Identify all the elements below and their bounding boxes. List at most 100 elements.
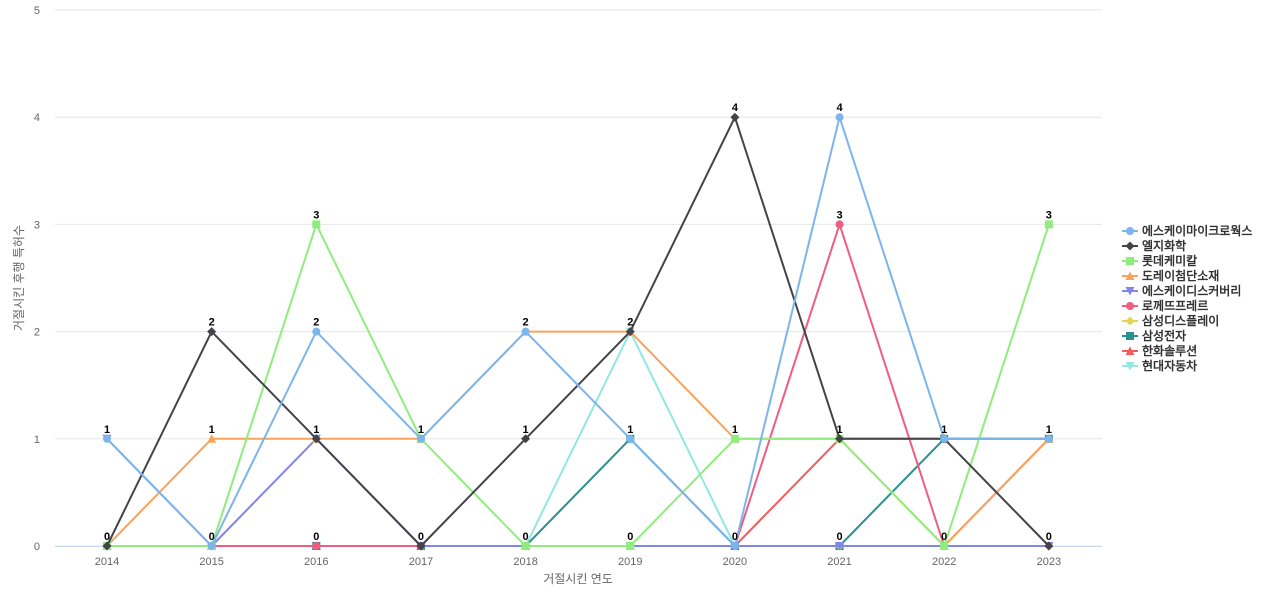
data-label: 1: [836, 424, 842, 436]
data-label: 3: [836, 209, 842, 221]
legend-label: 에스케이디스커버리: [1142, 283, 1241, 298]
data-label: 2: [209, 317, 215, 329]
x-tick-label: 2023: [1037, 556, 1061, 568]
data-point: [521, 327, 530, 336]
grid-layer: [55, 9, 1102, 547]
data-label: 1: [732, 424, 738, 436]
legend-label: 현대자동차: [1142, 358, 1197, 373]
legend-label: 한화솔루션: [1142, 343, 1197, 358]
x-tick-label: 2020: [723, 556, 747, 568]
data-point: [521, 434, 531, 444]
legend-marker: [1126, 257, 1134, 265]
series-layer: [102, 112, 1054, 551]
y-tick-label: 1: [34, 434, 40, 446]
x-tick-label: 2016: [304, 556, 328, 568]
legend: 에스케이마이크로웍스엘지화학롯데케미칼도레이첨단소재에스케이디스커버리로께뜨프레…: [1122, 223, 1252, 373]
legend-item[interactable]: 현대자동차: [1122, 358, 1197, 373]
series-7: [103, 434, 1053, 550]
data-label: 0: [313, 531, 319, 543]
data-label: 0: [941, 531, 947, 543]
data-label: 1: [418, 424, 424, 436]
legend-marker: [1126, 302, 1134, 310]
data-point: [1044, 220, 1053, 229]
x-tick-label: 2017: [409, 556, 433, 568]
data-point: [835, 434, 845, 444]
data-point: [312, 220, 321, 229]
data-label: 1: [1046, 424, 1052, 436]
y-tick-label: 5: [34, 5, 40, 17]
data-point: [312, 542, 321, 550]
data-point: [940, 434, 949, 443]
data-point: [626, 542, 635, 550]
data-point: [207, 542, 216, 550]
legend-item[interactable]: 도레이첨단소재: [1122, 268, 1219, 283]
x-tick-label: 2021: [827, 556, 851, 568]
data-label: 3: [313, 209, 319, 221]
legend-item[interactable]: 삼성전자: [1122, 328, 1186, 343]
data-label: 0: [732, 531, 738, 543]
legend-label: 도레이첨단소재: [1142, 268, 1219, 283]
legend-marker: [1126, 332, 1134, 340]
data-point: [626, 434, 635, 443]
y-axis-title: 거절시킨 후행 특허수: [11, 225, 26, 331]
legend-label: 롯데케미칼: [1142, 253, 1197, 268]
x-tick-label: 2014: [95, 556, 119, 568]
y-tick-label: 4: [34, 112, 40, 124]
data-point: [730, 542, 739, 550]
data-label-layer: 1 0 2 1 0 3 2 1 0 1 0 2 1 0 2 1 0 4 1 0 4 3 1 0 1 0 3 1 0: [104, 102, 1052, 543]
data-label: 0: [209, 531, 215, 543]
data-point: [1044, 541, 1054, 551]
x-tick-label: 2022: [932, 556, 956, 568]
legend-item[interactable]: 에스케이디스커버리: [1122, 283, 1241, 298]
data-label: 4: [836, 102, 843, 114]
data-label: 3: [1046, 209, 1052, 221]
data-label: 1: [104, 424, 110, 436]
data-point: [416, 541, 426, 551]
data-label: 1: [627, 424, 633, 436]
data-point: [521, 542, 530, 550]
data-point: [835, 113, 844, 122]
data-point: [625, 327, 635, 337]
legend-marker: [1126, 227, 1134, 235]
data-label: 1: [523, 424, 529, 436]
legend-label: 삼성전자: [1142, 328, 1186, 343]
data-point: [940, 542, 949, 550]
legend-label: 에스케이마이크로웍스: [1142, 223, 1252, 238]
x-tick-label: 2019: [618, 556, 642, 568]
data-label: 1: [313, 424, 319, 436]
data-point: [207, 434, 217, 443]
legend-label: 로께뜨프레르: [1142, 298, 1208, 313]
legend-item[interactable]: 한화솔루션: [1122, 343, 1197, 358]
data-point: [730, 434, 739, 443]
legend-item[interactable]: 에스케이마이크로웍스: [1122, 223, 1252, 238]
data-label: 1: [209, 424, 215, 436]
data-label: 2: [313, 317, 319, 329]
legend-marker: [1125, 271, 1135, 280]
y-tick-label: 3: [34, 219, 40, 231]
data-label: 0: [627, 531, 633, 543]
data-label: 2: [523, 317, 529, 329]
legend-item[interactable]: 로께뜨프레르: [1122, 298, 1208, 313]
series-0: [103, 113, 1053, 550]
series-line: [106, 116, 1049, 547]
data-label: 4: [732, 102, 739, 114]
x-axis-title: 거절시킨 연도: [543, 572, 613, 586]
legend-item[interactable]: 삼성디스플레이: [1122, 313, 1219, 328]
legend-marker: [1125, 362, 1135, 371]
data-point: [312, 327, 321, 336]
data-point: [207, 327, 217, 337]
legend-marker: [1125, 241, 1135, 251]
data-point: [1044, 434, 1053, 443]
legend-marker: [1125, 346, 1135, 355]
x-tick-label: 2015: [199, 556, 223, 568]
data-label: 0: [1046, 531, 1052, 543]
legend-item[interactable]: 엘지화학: [1122, 238, 1186, 253]
legend-label: 삼성디스플레이: [1142, 313, 1219, 328]
data-point: [835, 220, 844, 229]
series-line: [107, 437, 1049, 547]
data-label: 1: [941, 424, 947, 436]
data-point: [730, 112, 740, 122]
legend-item[interactable]: 롯데케미칼: [1122, 253, 1197, 268]
